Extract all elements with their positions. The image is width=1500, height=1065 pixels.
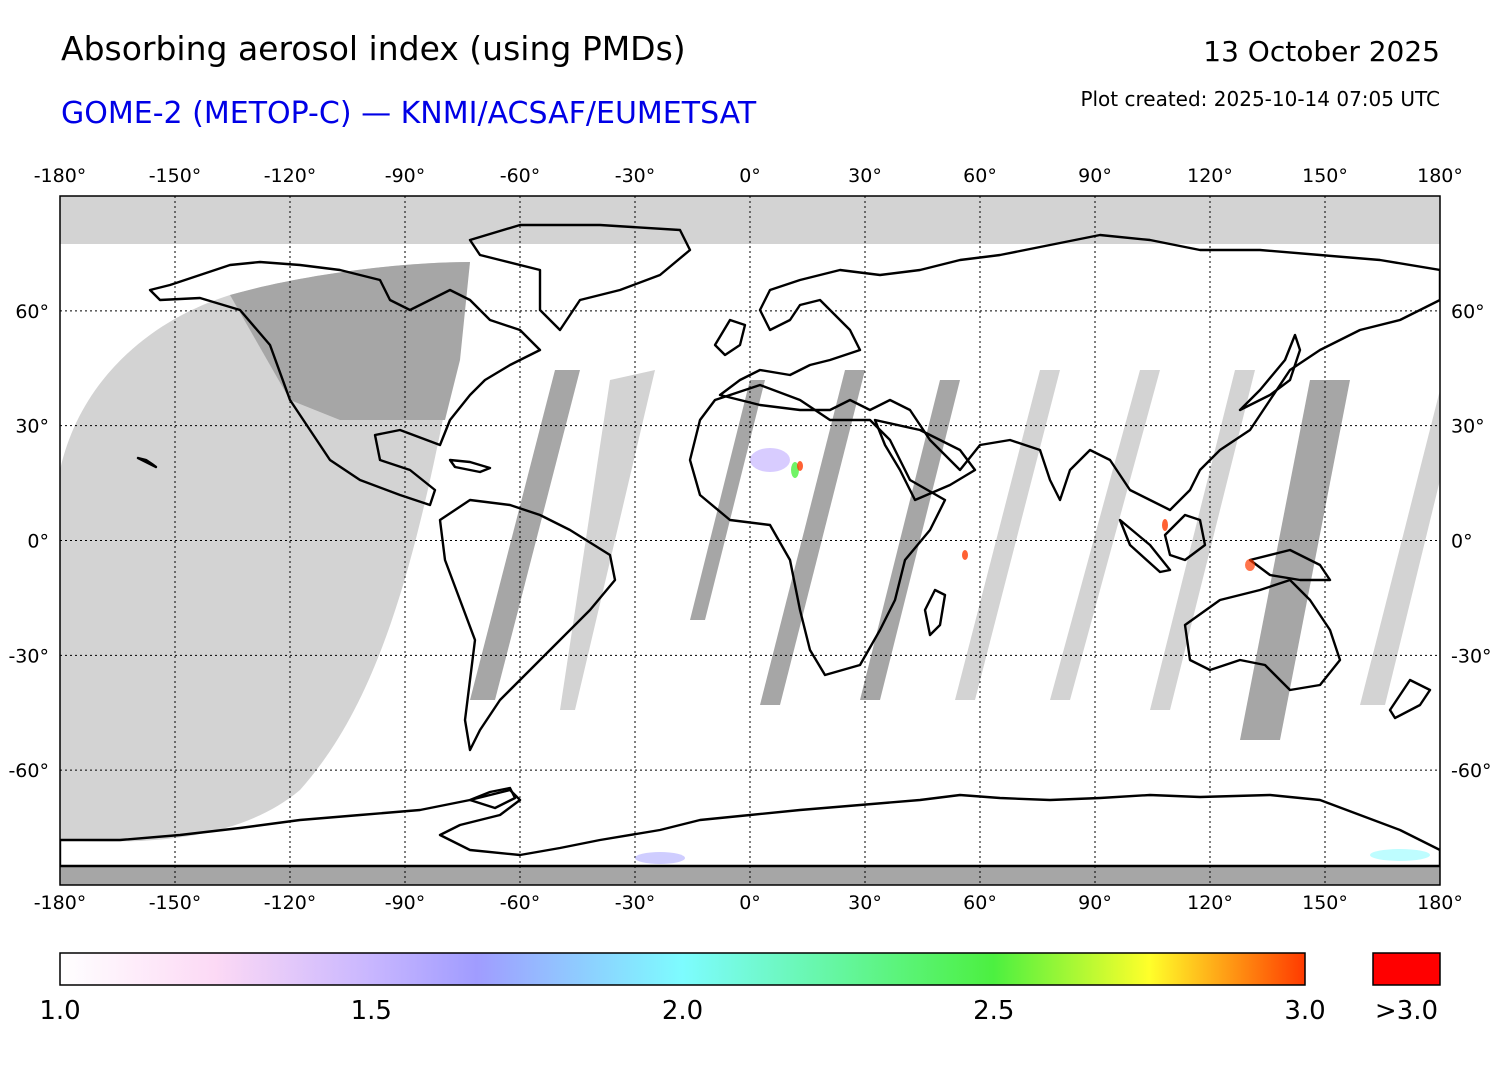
lat-tick-label: 60° [1451, 301, 1485, 323]
map-date: 13 October 2025 [1203, 35, 1440, 68]
lon-tick-label: -90° [385, 892, 426, 914]
coast-africa [688, 383, 947, 677]
lat-tick-label: 30° [15, 416, 49, 438]
coast-north-america [148, 260, 542, 507]
lon-tick-label: -120° [264, 165, 317, 187]
lat-ticks-left: -60° -30° 0° 30° 60° [8, 301, 49, 782]
coastlines [60, 223, 1440, 868]
coast-eurasia [718, 233, 1440, 512]
colorbar-overflow-label: >3.0 [1374, 996, 1439, 1026]
colorbar-tick-label: 2.0 [661, 996, 704, 1026]
gridlines [60, 196, 1440, 885]
lon-tick-label: 60° [963, 165, 997, 187]
lon-tick-label: -120° [264, 892, 317, 914]
colorbar-tick-label: 1.0 [39, 996, 81, 1026]
coast-antarctic-peninsula [468, 786, 517, 810]
lon-tick-label: -60° [500, 165, 541, 187]
lon-tick-label: 90° [1078, 165, 1112, 187]
lon-tick-label: 150° [1302, 165, 1348, 187]
lon-tick-label: 0° [739, 165, 761, 187]
aerosol-signal-patches [635, 448, 1430, 864]
coast-caribbean [448, 458, 492, 474]
colorbar-tick-label: 2.5 [973, 996, 1015, 1026]
lon-tick-label: -90° [385, 165, 426, 187]
lat-tick-label: -30° [1451, 645, 1492, 667]
lon-tick-label: -150° [149, 165, 202, 187]
lat-tick-label: -30° [8, 645, 49, 667]
lat-tick-label: 30° [1451, 416, 1485, 438]
coast-antarctica [60, 788, 1440, 868]
lat-tick-label: 60° [15, 301, 49, 323]
colorbar [59, 952, 1306, 986]
lat-tick-label: 0° [27, 531, 49, 553]
lon-tick-label: -180° [34, 165, 87, 187]
coast-borneo [1163, 513, 1207, 562]
lon-tick-label: 120° [1187, 892, 1233, 914]
map-subtitle: GOME-2 (METOP-C) — KNMI/ACSAF/EUMETSAT [61, 96, 757, 131]
coast-uk [713, 318, 747, 357]
coast-south-america [438, 498, 617, 752]
lon-tick-label: 30° [848, 165, 882, 187]
map-area [60, 196, 1440, 885]
lat-tick-label: -60° [8, 760, 49, 782]
lon-tick-label: 150° [1302, 892, 1348, 914]
lat-ticks-right: -60° -30° 0° 30° 60° [1451, 301, 1492, 782]
coast-greenland [468, 223, 692, 332]
lon-ticks-top: -180° -150° -120° -90° -60° -30° 0° 30° 60° 90° 12… [34, 165, 1463, 187]
colorbar-overflow-swatch [1372, 952, 1441, 986]
south-polar-nodata [60, 866, 1440, 885]
lon-tick-label: 180° [1417, 892, 1463, 914]
coast-new-zealand [1388, 678, 1432, 720]
lon-tick-label: -150° [149, 892, 202, 914]
lon-tick-label: 0° [739, 892, 761, 914]
lon-tick-label: -180° [34, 892, 87, 914]
coast-madagascar [923, 588, 947, 637]
map-title: Absorbing aerosol index (using PMDs) [61, 29, 686, 68]
lon-tick-label: 90° [1078, 892, 1112, 914]
coast-australia [1183, 578, 1342, 692]
coast-japan [1238, 333, 1302, 412]
map-frame [59, 195, 1441, 886]
lat-tick-label: 0° [1451, 531, 1473, 553]
lon-tick-label: 60° [963, 892, 997, 914]
lon-tick-label: -30° [615, 892, 656, 914]
coast-new-guinea [1248, 548, 1332, 582]
coast-arabia [873, 418, 977, 502]
colorbar-tick-label: 1.5 [350, 996, 392, 1026]
lon-tick-label: 120° [1187, 165, 1233, 187]
lon-tick-label: -30° [615, 165, 656, 187]
colorbar-tick-label: 3.0 [1284, 996, 1326, 1026]
lon-tick-label: 180° [1417, 165, 1463, 187]
lon-tick-label: -60° [500, 892, 541, 914]
coast-hawaii [136, 456, 158, 469]
lon-ticks-bottom: -180° -150° -120° -90° -60° -30° 0° 30° 60° 90° 12… [34, 892, 1463, 914]
plot-created-timestamp: Plot created: 2025-10-14 07:05 UTC [1080, 87, 1440, 111]
lon-tick-label: 30° [848, 892, 882, 914]
lat-tick-label: -60° [1451, 760, 1492, 782]
